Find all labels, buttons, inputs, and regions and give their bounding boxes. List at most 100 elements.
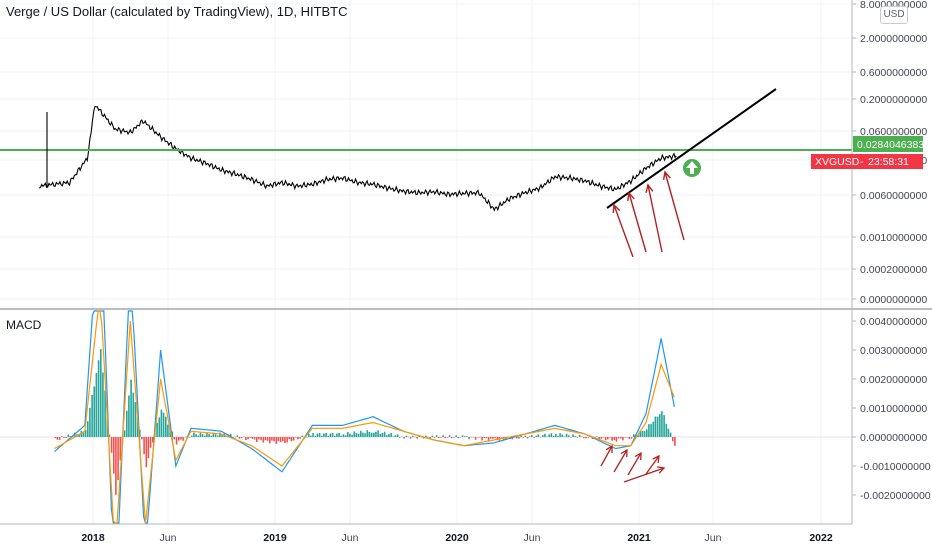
- macd-histogram-bar: [375, 431, 377, 437]
- arrow-up-circle-icon: [683, 159, 701, 177]
- macd-pane-label: MACD: [6, 318, 42, 332]
- time-axis[interactable]: 2018 Jun 2019 Jun 2020 Jun 2021 Jun 2022: [81, 532, 833, 544]
- macd-histogram-bar: [669, 432, 672, 437]
- macd-histogram-bar: [269, 437, 271, 444]
- annotation-arrows[interactable]: [612, 170, 685, 258]
- macd-histogram-bar: [557, 435, 559, 437]
- annotation-arrow[interactable]: [664, 171, 685, 241]
- macd-histogram-bar: [277, 437, 280, 442]
- macd-annotation-arrowhead: [656, 466, 666, 474]
- macd-histogram-bar: [301, 435, 304, 437]
- price-axis-tick-label: 0.0060000000: [860, 190, 927, 202]
- macd-histogram-bar: [327, 435, 330, 437]
- macd-histogram-bar: [485, 437, 488, 439]
- macd-histogram-bar: [201, 434, 204, 437]
- macd-histogram-bar: [464, 436, 466, 437]
- macd-histogram-bar: [479, 437, 481, 438]
- symbol-badge-countdown: 23:58:31: [868, 156, 909, 168]
- macd-histogram-bar: [550, 433, 553, 437]
- macd-histogram-bar: [234, 436, 236, 438]
- macd-histogram-bar: [472, 436, 475, 438]
- macd-histogram-bar: [355, 433, 358, 437]
- macd-histogram-bar: [221, 434, 223, 437]
- macd-histogram-bar: [524, 435, 527, 437]
- macd-histogram-bar: [366, 430, 369, 437]
- macd-histogram-bar: [446, 437, 449, 438]
- symbol-badge: XVGUSD - 23:58:31: [811, 154, 923, 169]
- time-axis-tick-label: Jun: [705, 532, 722, 544]
- macd-histogram-bar: [405, 435, 408, 437]
- price-axis[interactable]: 8.0000000000 2.0000000000 0.6000000000 0.20…: [852, 0, 927, 306]
- macd-histogram-bar: [600, 437, 603, 439]
- time-axis-tick-label: 2022: [809, 532, 833, 544]
- annotation-arrowhead: [645, 183, 654, 193]
- macd-histogram-bar: [188, 437, 191, 438]
- macd-histogram-bar: [604, 437, 607, 441]
- macd-annotation-arrows[interactable]: [600, 444, 666, 483]
- macd-histogram-bar: [126, 410, 128, 437]
- macd-histogram-bar: [162, 412, 165, 437]
- macd-axis-tick-label: 0.0020000000: [860, 374, 927, 386]
- macd-histogram-bar: [67, 434, 70, 437]
- macd-histogram-bar: [141, 437, 143, 440]
- annotation-arrow[interactable]: [647, 184, 663, 253]
- macd-histogram-bar: [583, 437, 585, 439]
- macd-histogram-bar: [542, 435, 544, 437]
- macd-annotation-arrow[interactable]: [623, 467, 665, 483]
- macd-histogram-bar: [214, 434, 217, 437]
- macd-histogram-bar: [180, 437, 182, 440]
- macd-histogram-bar: [338, 433, 340, 437]
- macd-histogram-bar: [260, 437, 262, 441]
- macd-histogram-bar: [165, 416, 167, 437]
- macd-histogram-bar: [518, 437, 520, 439]
- macd-histogram-bar: [544, 433, 546, 437]
- macd-histogram-bar: [256, 437, 258, 442]
- macd-axis[interactable]: 0.0040000000 0.0030000000 0.0020000000 0.00…: [852, 316, 931, 502]
- price-axis-tick-label: 8.0000000000: [860, 0, 927, 11]
- macd-histogram-bar: [516, 437, 518, 439]
- macd-histogram-bar: [87, 421, 89, 437]
- currency-button[interactable]: USD: [880, 6, 908, 24]
- macd-histogram-bar: [470, 436, 473, 438]
- macd-histogram-bar: [548, 434, 551, 437]
- macd-histogram-bar: [624, 437, 626, 438]
- macd-histogram-bar: [132, 392, 135, 437]
- macd-annotation-arrow[interactable]: [600, 445, 613, 467]
- macd-histogram-bar: [639, 430, 642, 437]
- macd-histogram-bar: [89, 407, 91, 437]
- annotation-arrow[interactable]: [613, 204, 634, 258]
- macd-histogram-bar: [102, 372, 104, 437]
- price-axis-tick-label: 0.0010000000: [860, 232, 927, 244]
- macd-histogram-bar: [292, 437, 295, 441]
- macd-annotation-arrow[interactable]: [645, 455, 660, 475]
- macd-histogram-bar: [351, 434, 353, 437]
- macd-histogram-bar: [617, 437, 620, 439]
- macd-histogram-bar: [457, 437, 460, 439]
- macd-annotation-arrow[interactable]: [627, 452, 642, 476]
- macd-histogram-bar: [110, 437, 113, 453]
- price-pane[interactable]: [0, 88, 852, 258]
- macd-axis-tick-label: 0.0030000000: [860, 345, 927, 357]
- macd-histogram-bar: [134, 402, 137, 437]
- macd-histogram-bar: [526, 437, 529, 439]
- macd-histogram-bar: [128, 395, 130, 437]
- macd-histogram-bar: [353, 431, 356, 437]
- macd-histogram-bar: [152, 437, 154, 443]
- macd-histogram-bar: [336, 433, 338, 437]
- macd-pane[interactable]: [0, 310, 852, 524]
- macd-histogram-bar: [195, 434, 197, 437]
- macd-histogram-bar: [310, 435, 312, 437]
- trendline[interactable]: [606, 88, 777, 209]
- annotation-arrow[interactable]: [628, 192, 647, 253]
- macd-histogram-bar: [570, 437, 572, 438]
- macd-histogram-bar: [615, 437, 618, 442]
- macd-annotation-arrow[interactable]: [613, 449, 628, 473]
- macd-histogram-bar: [208, 434, 210, 437]
- macd-histogram-bar: [271, 437, 273, 441]
- macd-histogram-bar: [178, 437, 180, 441]
- time-axis-tick-label: 2021: [627, 532, 651, 544]
- macd-histogram-bar: [56, 437, 59, 440]
- macd-histogram-bar: [295, 437, 297, 438]
- macd-histogram-bar: [490, 437, 492, 439]
